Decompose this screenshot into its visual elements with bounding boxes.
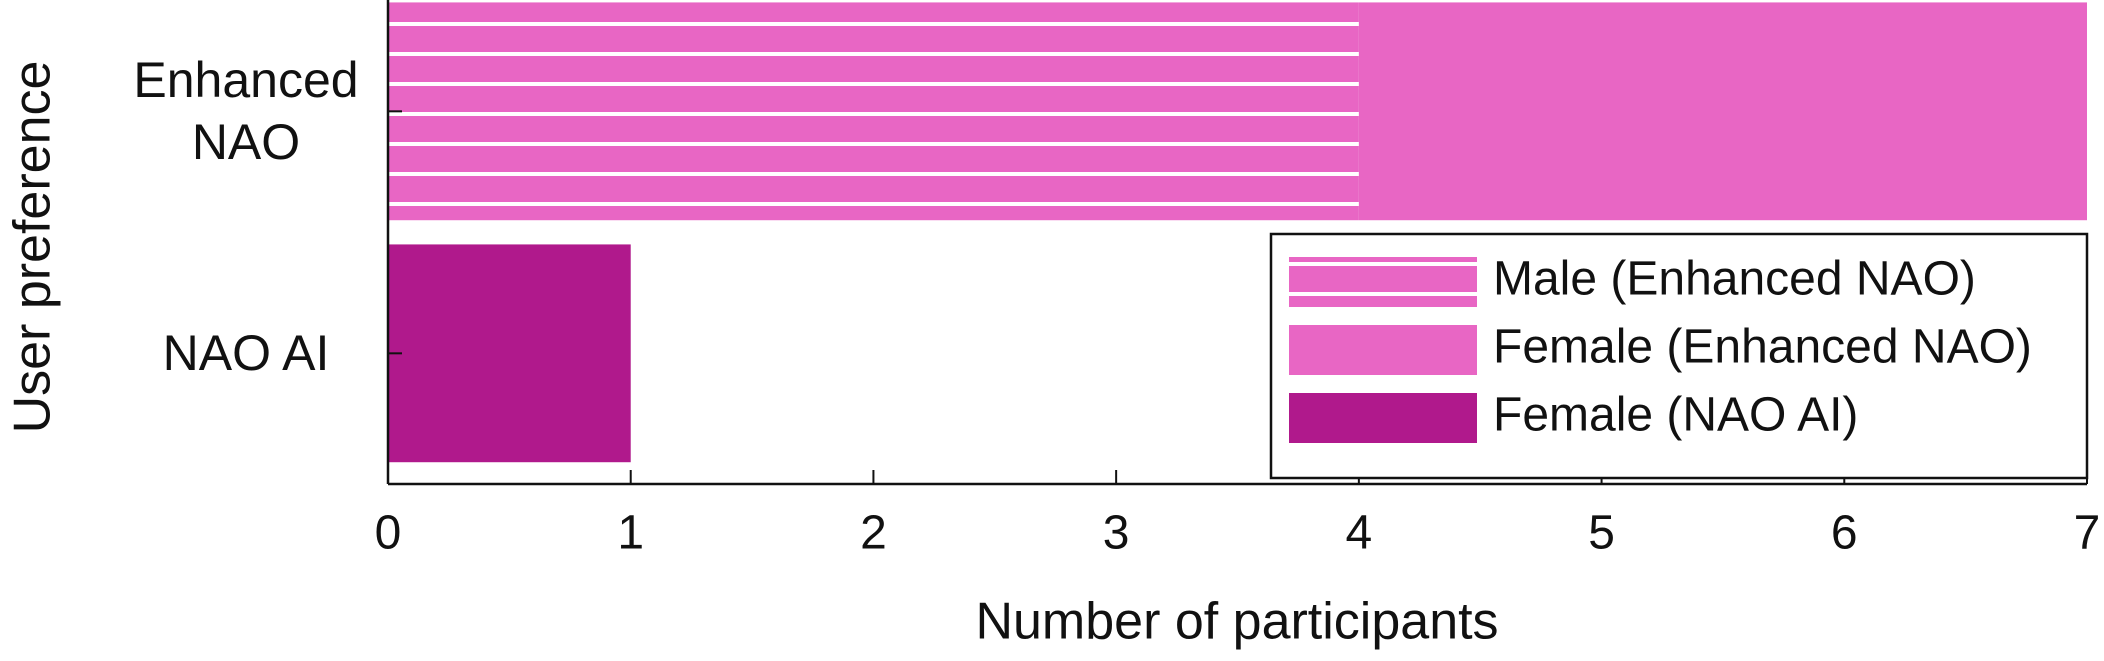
x-tick-label: 2 (860, 507, 887, 560)
x-tick-label: 3 (1103, 507, 1130, 560)
legend-label: Male (Enhanced NAO) (1493, 253, 1976, 306)
y-axis-label: User preference (4, 61, 62, 434)
legend-swatch (1289, 325, 1477, 375)
legend-label: Female (Enhanced NAO) (1493, 321, 2032, 374)
legend-label: Female (NAO AI) (1493, 389, 1858, 442)
x-tick-label: 1 (617, 507, 644, 560)
y-tick-label: NAO AI (162, 325, 330, 382)
y-tick-label: Enhanced NAO (133, 52, 359, 171)
bar (388, 2, 1359, 221)
bar (1358, 2, 2087, 221)
x-tick-label: 7 (2074, 507, 2101, 560)
x-tick-label: 5 (1588, 507, 1615, 560)
legend-swatch (1289, 393, 1477, 443)
x-axis-label: Number of participants (975, 593, 1498, 651)
x-tick-label: 0 (375, 507, 402, 560)
legend: Male (Enhanced NAO) Female (Enhanced NAO)… (1269, 232, 2089, 480)
x-tick-label: 4 (1346, 507, 1373, 560)
legend-swatch (1289, 257, 1477, 307)
x-tick-label: 6 (1831, 507, 1858, 560)
bar (388, 244, 631, 463)
